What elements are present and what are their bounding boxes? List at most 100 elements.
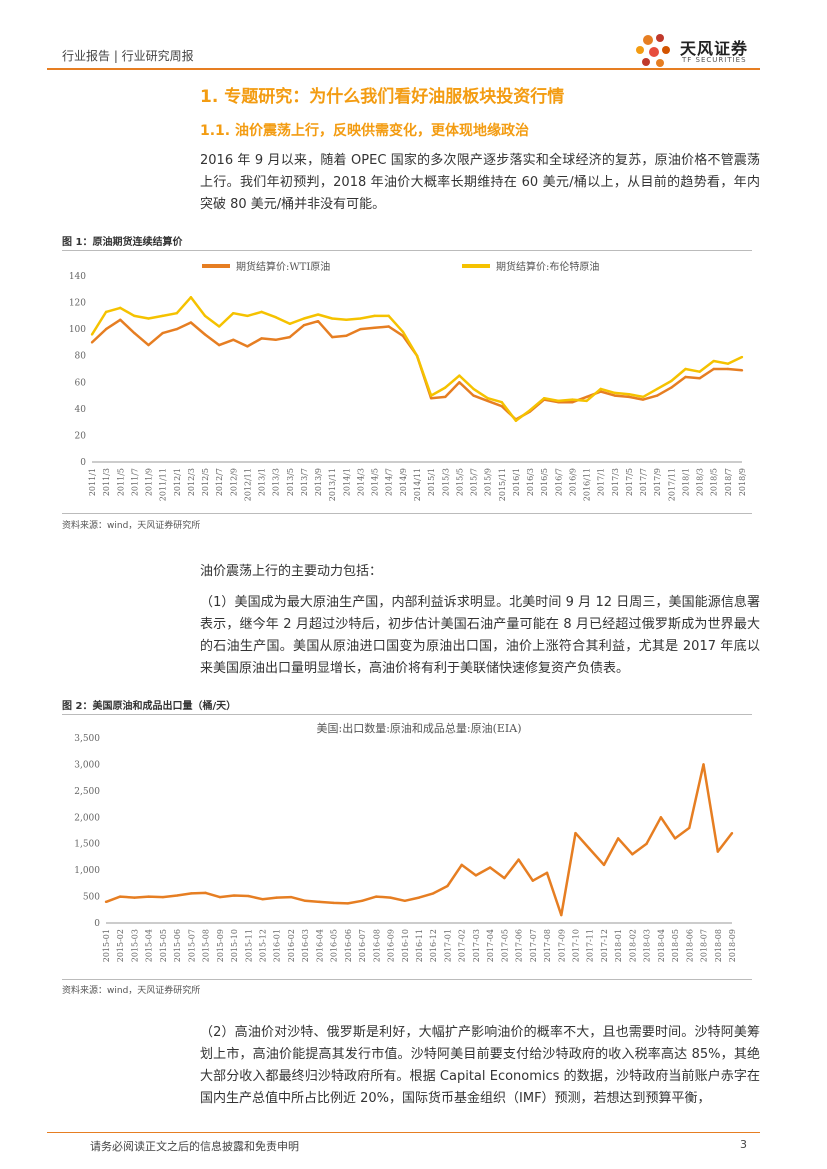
- figure-1-source: 资料来源：wind，天风证券研究所: [62, 521, 201, 531]
- paragraph-point-2: （2）高油价对沙特、俄罗斯是利好，大幅扩产影响油价的概率不大，且也需要时间。沙特…: [200, 1025, 760, 1106]
- data-point: [133, 314, 136, 318]
- data-point: [331, 317, 334, 320]
- data-point: [726, 367, 730, 371]
- data-point: [585, 395, 588, 399]
- data-point: [403, 899, 406, 902]
- x-tick-label: 2012/11: [243, 468, 252, 501]
- data-point: [175, 327, 178, 331]
- data-point: [389, 896, 392, 899]
- x-tick-label: 2017-03: [472, 929, 481, 962]
- x-tick-label: 2017/5: [625, 468, 634, 496]
- y-tick-label: 2,000: [74, 813, 100, 823]
- x-tick-label: 2013/3: [272, 468, 281, 496]
- x-tick-label: 2015-01: [102, 929, 111, 962]
- x-tick-label: 2013/1: [258, 468, 267, 496]
- figure-2-title: 图 2：美国原油和成品出口量（桶/天）: [62, 701, 237, 712]
- x-tick-label: 2018/1: [681, 468, 690, 496]
- data-point: [688, 826, 691, 830]
- data-point: [147, 895, 150, 898]
- x-tick-label: 2015-09: [216, 929, 225, 962]
- data-point: [458, 381, 461, 384]
- data-point: [446, 884, 449, 888]
- data-point: [716, 850, 719, 853]
- x-tick-label: 2017-12: [600, 929, 609, 962]
- data-point: [574, 831, 577, 835]
- data-point: [375, 895, 378, 898]
- x-tick-label: 2016-06: [344, 929, 353, 962]
- data-point: [232, 312, 235, 315]
- x-tick-label: 2016-01: [273, 929, 282, 962]
- data-point: [486, 399, 489, 403]
- data-point: [444, 386, 447, 389]
- y-tick-label: 3,500: [74, 734, 100, 744]
- data-point: [588, 847, 591, 851]
- figure-1-bottom-rule: [62, 513, 752, 514]
- paragraph-intro: 2016 年 9 月以来，随着 OPEC 国家的多次限产逐步落实和全球经济的复苏…: [200, 153, 760, 212]
- x-tick-label: 2017-07: [529, 929, 538, 962]
- x-tick-label: 2017-11: [586, 929, 595, 962]
- data-point: [288, 335, 292, 339]
- x-tick-label: 2017/3: [611, 468, 620, 496]
- x-tick-label: 2016-02: [287, 929, 296, 962]
- data-point: [613, 391, 617, 395]
- data-point: [232, 894, 236, 897]
- x-tick-label: 2011/9: [145, 468, 154, 496]
- x-tick-label: 2015-04: [145, 929, 154, 962]
- data-point: [387, 314, 390, 318]
- y-tick-label: 60: [75, 378, 87, 388]
- data-point: [359, 317, 362, 320]
- x-tick-label: 2018-02: [628, 929, 637, 962]
- data-point: [673, 837, 677, 840]
- data-point: [289, 895, 293, 899]
- data-point: [641, 398, 645, 401]
- data-point: [147, 343, 150, 347]
- x-tick-label: 2015-11: [244, 929, 253, 962]
- data-point: [190, 892, 193, 895]
- x-tick-label: 2018-07: [700, 929, 709, 962]
- data-point: [545, 871, 549, 874]
- x-tick-label: 2014/9: [399, 468, 408, 496]
- data-point: [444, 395, 447, 399]
- data-point: [203, 314, 207, 318]
- data-point: [204, 891, 207, 895]
- x-tick-label: 2016-09: [387, 929, 396, 962]
- data-point: [360, 899, 364, 902]
- data-point: [740, 355, 744, 359]
- x-tick-label: 2017/7: [639, 468, 648, 496]
- x-tick-label: 2015-03: [130, 929, 139, 962]
- logo-text: 天风证券: [680, 39, 749, 58]
- data-point: [684, 367, 687, 371]
- x-tick-label: 2011/11: [159, 468, 168, 501]
- data-point: [557, 399, 560, 403]
- data-point: [712, 359, 715, 363]
- x-tick-label: 2016/7: [554, 468, 563, 496]
- data-point: [260, 310, 263, 314]
- header-rule: [47, 68, 760, 70]
- data-point: [500, 401, 503, 404]
- x-tick-label: 2016-04: [315, 929, 324, 962]
- chart-title: 美国:出口数量:原油和成品总量:原油(EIA): [316, 721, 521, 735]
- x-tick-label: 2015/11: [498, 468, 507, 501]
- figure-1-title: 图 1：原油期货连续结算价: [62, 237, 183, 248]
- data-point: [417, 896, 421, 899]
- data-point: [659, 816, 663, 819]
- x-tick-label: 2013/9: [314, 468, 323, 496]
- x-tick-label: 2017/1: [597, 468, 606, 496]
- data-point: [401, 330, 405, 333]
- x-tick-label: 2017/9: [653, 468, 662, 496]
- data-point: [503, 876, 506, 880]
- data-point: [359, 327, 362, 331]
- x-tick-label: 2015-12: [259, 929, 268, 962]
- data-point: [712, 367, 715, 371]
- x-tick-label: 2017-05: [500, 929, 509, 962]
- data-point: [571, 401, 574, 404]
- x-tick-label: 2012/9: [229, 468, 238, 496]
- data-point: [415, 354, 419, 357]
- y-tick-label: 0: [80, 458, 86, 468]
- data-point: [514, 419, 518, 423]
- data-point: [429, 397, 433, 400]
- data-point: [90, 341, 94, 344]
- data-point: [560, 913, 563, 917]
- x-tick-label: 2018-01: [614, 929, 623, 962]
- y-tick-label: 80: [75, 352, 87, 362]
